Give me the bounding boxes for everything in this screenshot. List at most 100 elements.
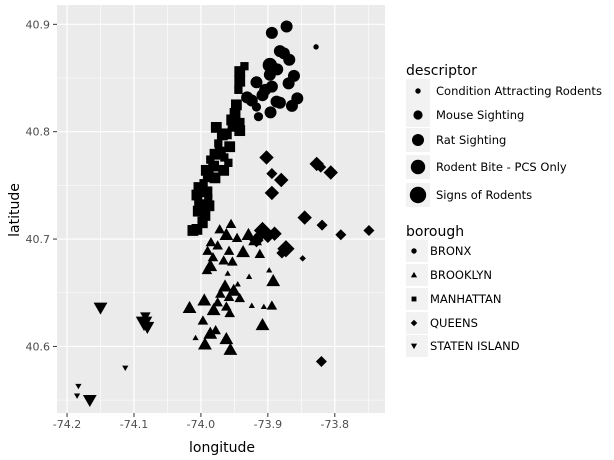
point-brooklyn <box>231 232 243 242</box>
point-staten-island <box>122 365 129 372</box>
size-legend-title: descriptor <box>406 63 477 79</box>
point-brooklyn <box>254 248 266 259</box>
point-manhattan <box>236 117 245 127</box>
point-staten-island <box>140 321 155 335</box>
point-brooklyn <box>192 334 199 341</box>
shape-legend-title: borough <box>406 224 464 240</box>
point-manhattan <box>191 224 203 235</box>
point-brooklyn <box>218 255 229 265</box>
shape-legend-key <box>406 264 428 286</box>
point-manhattan <box>201 186 213 198</box>
point-brooklyn <box>214 224 225 234</box>
point-manhattan <box>224 158 233 167</box>
point-manhattan <box>234 75 246 87</box>
point-bronx <box>251 102 262 112</box>
point-brooklyn <box>219 332 234 345</box>
point-manhattan <box>209 148 221 160</box>
point-queens <box>274 172 289 188</box>
point-queens <box>335 229 347 241</box>
point-queens <box>276 247 288 259</box>
point-brooklyn <box>234 281 241 287</box>
x-tick-label: -73.9 <box>254 418 282 431</box>
shape-legend-key <box>406 288 428 310</box>
point-bronx <box>250 76 263 89</box>
point-brooklyn <box>215 288 226 298</box>
point-staten-island <box>93 302 108 315</box>
point-manhattan <box>234 66 246 77</box>
point-brooklyn <box>219 227 234 240</box>
point-manhattan <box>230 99 242 111</box>
point-queens <box>316 219 328 231</box>
point-bronx <box>285 99 298 112</box>
shape-legend-key <box>406 240 428 262</box>
point-staten-island <box>75 383 82 390</box>
size-legend-marker <box>415 88 421 94</box>
y-axis: 40.6 40.7 40.8 40.9 <box>26 18 57 353</box>
point-manhattan <box>224 141 236 153</box>
point-queens <box>264 185 280 201</box>
point-brooklyn <box>225 218 237 228</box>
point-brooklyn <box>203 326 218 339</box>
point-queens <box>297 210 312 225</box>
point-manhattan <box>194 199 205 211</box>
point-manhattan <box>202 171 214 183</box>
point-queens <box>259 150 274 165</box>
data-points <box>73 20 375 408</box>
point-bronx <box>256 89 269 102</box>
point-manhattan <box>229 108 241 119</box>
plot-panel <box>57 5 385 413</box>
point-brooklyn <box>197 315 209 325</box>
point-brooklyn <box>202 245 213 255</box>
size-legend-label: Rodent Bite - PCS Only <box>436 160 567 174</box>
point-brooklyn <box>266 274 281 287</box>
point-staten-island <box>82 394 97 408</box>
point-brooklyn <box>234 292 246 303</box>
y-tick-label: 40.7 <box>26 233 51 246</box>
point-bronx <box>270 95 283 108</box>
point-manhattan <box>220 153 229 162</box>
point-manhattan <box>193 182 205 193</box>
point-queens <box>323 165 338 180</box>
point-manhattan <box>216 129 228 141</box>
point-manhattan <box>234 125 246 137</box>
point-queens <box>267 226 282 241</box>
size-legend-marker <box>413 110 423 120</box>
point-brooklyn <box>246 273 253 279</box>
size-legend-marker <box>410 159 426 175</box>
point-bronx <box>282 77 295 90</box>
shape-legend-marker <box>411 296 417 302</box>
x-tick-label: -74.0 <box>187 418 215 431</box>
y-tick-label: 40.6 <box>26 340 51 353</box>
size-legend-marker <box>412 134 424 146</box>
shape-legend-label: STATEN ISLAND <box>430 339 520 353</box>
point-brooklyn <box>197 293 212 306</box>
x-axis: -74.2 -74.1 -74.0 -73.9 -73.8 <box>53 413 349 431</box>
point-brooklyn <box>182 300 197 313</box>
point-manhattan <box>209 172 221 184</box>
y-tick-label: 40.8 <box>26 126 51 139</box>
point-manhattan <box>192 205 204 217</box>
point-manhattan <box>191 189 203 201</box>
point-manhattan <box>234 85 243 94</box>
point-brooklyn <box>241 227 256 240</box>
point-brooklyn <box>212 297 223 307</box>
point-brooklyn <box>205 236 217 247</box>
point-brooklyn <box>226 283 241 296</box>
shape-legend-marker <box>410 343 418 350</box>
shape-legend-label: QUEENS <box>430 316 478 330</box>
point-manhattan <box>206 155 215 164</box>
point-brooklyn <box>266 300 278 310</box>
point-bronx <box>263 68 276 81</box>
shape-legend-label: MANHATTAN <box>430 292 501 306</box>
y-tick-label: 40.9 <box>26 18 51 31</box>
point-queens <box>315 161 327 173</box>
x-tick-label: -74.2 <box>53 418 81 431</box>
size-legend-label: Condition Attracting Rodents <box>436 84 602 98</box>
point-brooklyn <box>223 342 238 355</box>
point-brooklyn <box>198 337 212 350</box>
point-manhattan <box>204 194 213 203</box>
point-queens <box>315 355 327 367</box>
size-legend-label: Mouse Sighting <box>436 108 524 122</box>
point-brooklyn <box>266 267 273 273</box>
size-legend-label: Signs of Rodents <box>436 188 532 202</box>
